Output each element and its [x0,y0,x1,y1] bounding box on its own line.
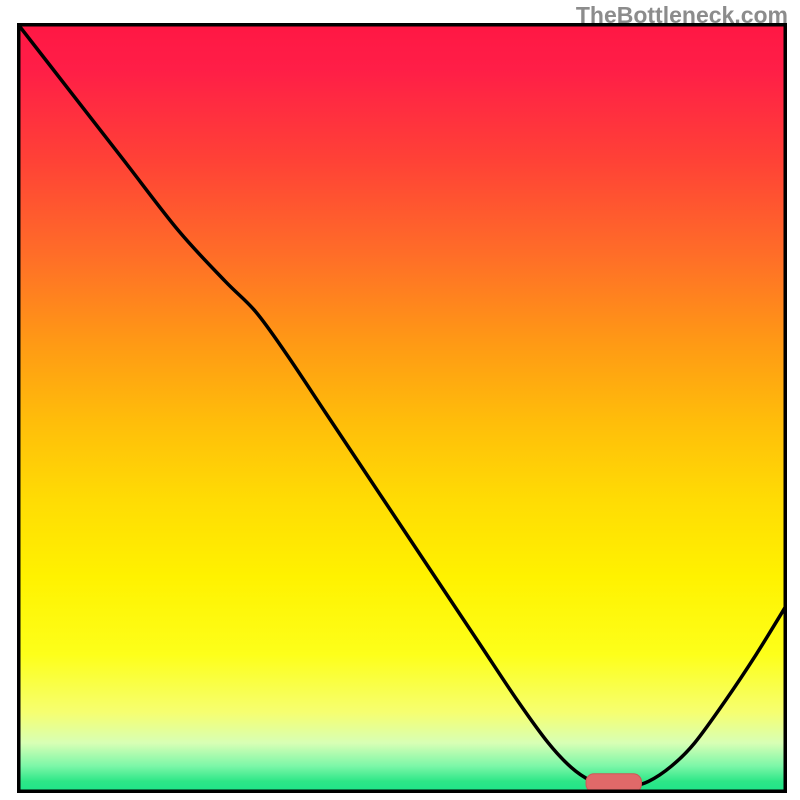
chart-svg [17,23,787,793]
chart-container: TheBottleneck.com [0,0,800,800]
heat-gradient [17,23,787,793]
plot-area [17,23,787,793]
optimal-marker [586,774,641,792]
